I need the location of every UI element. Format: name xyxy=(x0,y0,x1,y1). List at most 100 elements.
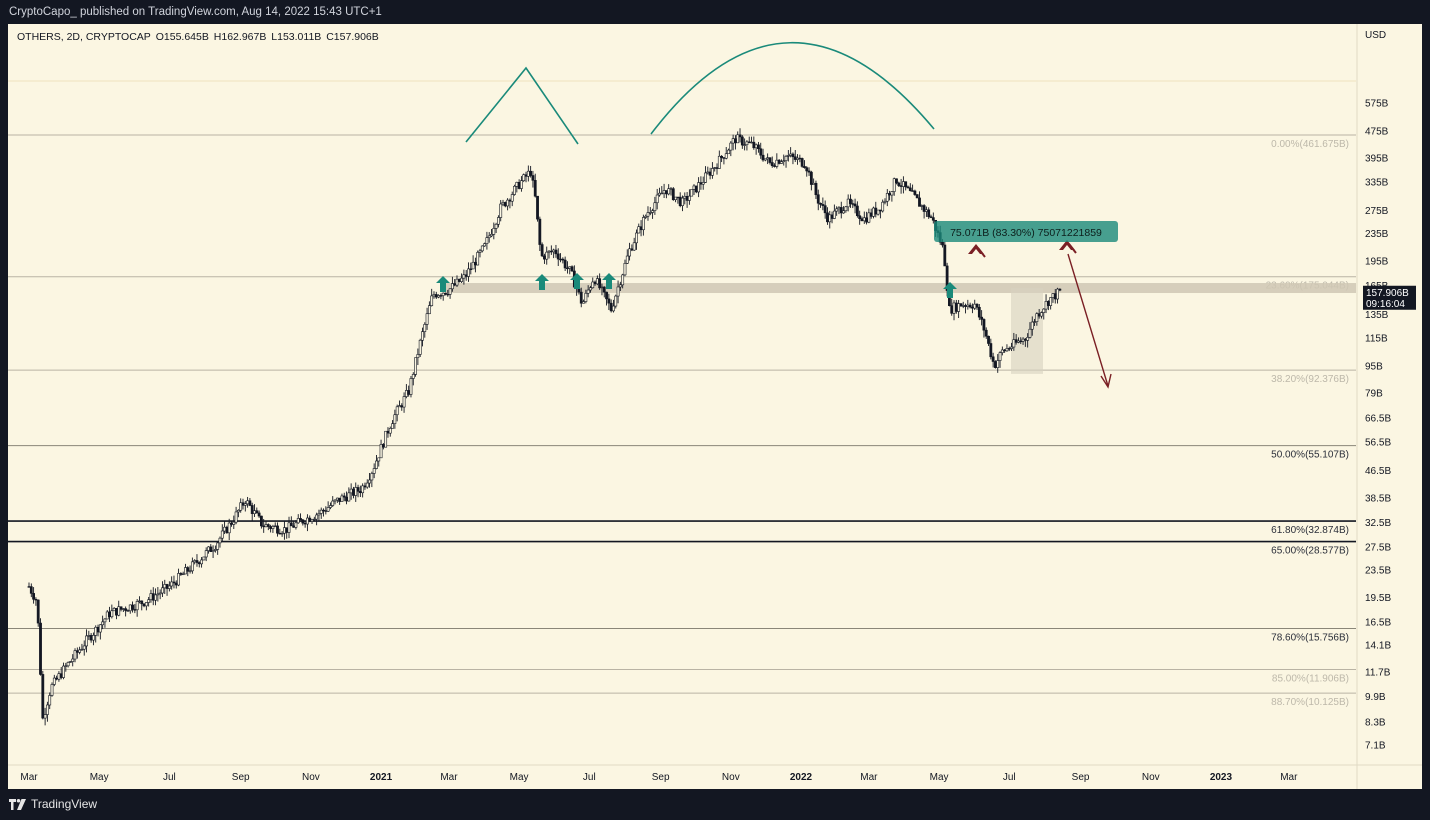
candle-body xyxy=(761,154,765,161)
candle-body xyxy=(209,546,213,552)
candle-body xyxy=(508,199,512,202)
candle-body xyxy=(163,584,167,589)
candle-body xyxy=(108,611,111,618)
candle-body xyxy=(41,674,45,719)
candle-body xyxy=(593,281,597,285)
x-tick-label: May xyxy=(90,772,109,783)
candle-body xyxy=(285,527,289,533)
candle-body xyxy=(64,665,68,667)
candle-body xyxy=(669,188,673,190)
y-tick-label: 11.7B xyxy=(1365,668,1391,679)
candle-body xyxy=(57,673,61,680)
candle-body xyxy=(566,267,569,270)
candle-body xyxy=(430,295,434,306)
candle-body xyxy=(448,288,452,295)
candle-body xyxy=(598,278,602,289)
candle-body xyxy=(747,141,751,143)
candle-body xyxy=(241,502,245,506)
x-tick-label: Mar xyxy=(1280,772,1298,783)
candle-body xyxy=(674,196,677,201)
candle-body xyxy=(823,205,827,214)
candle-body xyxy=(294,522,298,528)
rejection-marker-1 xyxy=(968,244,986,258)
candle-body xyxy=(694,185,698,193)
candle-body xyxy=(998,352,1002,361)
candle-body xyxy=(78,649,82,653)
candle-body xyxy=(554,249,558,255)
candle-body xyxy=(393,414,397,424)
candle-body xyxy=(607,298,611,304)
candle-body xyxy=(971,306,974,309)
candle-body xyxy=(501,202,505,205)
candle-body xyxy=(71,658,75,662)
candle-body xyxy=(184,567,187,575)
candle-body xyxy=(538,218,542,245)
publish-info-bar: CryptoCapo_ published on TradingView.com… xyxy=(0,0,1430,24)
legend-close: C157.906B xyxy=(326,31,379,43)
candle-body xyxy=(759,148,763,156)
candle-body xyxy=(98,624,102,633)
candle-body xyxy=(579,291,583,304)
candle-body xyxy=(188,570,192,572)
candle-body xyxy=(941,241,944,246)
candle-body xyxy=(200,559,203,565)
candle-body xyxy=(140,600,144,605)
candle-body xyxy=(260,515,263,527)
candle-body xyxy=(671,188,675,201)
forecast-arrow-head xyxy=(1100,373,1112,389)
candle-body xyxy=(499,203,503,218)
measure-label: 75.071B (83.30%) 75071221859 xyxy=(950,227,1102,239)
candle-body xyxy=(510,194,514,202)
candle-body xyxy=(798,157,802,160)
price-chart[interactable]: 0.00%(461.675B)23.60%(175.044B)38.20%(92… xyxy=(8,24,1422,789)
candle-body xyxy=(791,153,795,158)
candle-body xyxy=(485,237,489,244)
candle-body xyxy=(987,335,990,344)
candle-body xyxy=(819,202,822,205)
candle-body xyxy=(69,661,72,663)
candle-body xyxy=(897,182,901,186)
candle-body xyxy=(1012,339,1016,348)
candle-body xyxy=(515,181,519,187)
candle-body xyxy=(1030,321,1034,330)
y-tick-label: 19.5B xyxy=(1365,593,1391,604)
candle-body xyxy=(692,185,696,190)
candle-body xyxy=(950,305,954,314)
candle-body xyxy=(391,423,394,429)
x-tick-label: Jul xyxy=(583,772,596,783)
candle-body xyxy=(989,343,993,358)
candle-body xyxy=(973,303,977,309)
candle-body xyxy=(32,593,36,600)
candle-body xyxy=(609,302,613,312)
candle-body xyxy=(172,581,176,584)
candle-body xyxy=(968,304,972,308)
candle-body xyxy=(616,286,620,297)
candle-body xyxy=(370,473,374,481)
x-tick-label: May xyxy=(930,772,949,783)
candle-body xyxy=(333,499,337,502)
candle-body xyxy=(457,278,461,282)
candle-body xyxy=(602,286,606,293)
candle-body xyxy=(524,174,528,177)
candle-body xyxy=(786,155,790,157)
candle-body xyxy=(664,190,668,195)
chart-area[interactable]: 0.00%(461.675B)23.60%(175.044B)38.20%(92… xyxy=(8,24,1422,789)
candle-body xyxy=(195,560,199,563)
candle-body xyxy=(94,626,98,636)
candle-body xyxy=(154,594,157,601)
candle-body xyxy=(411,374,415,379)
y-tick-label: 195B xyxy=(1365,256,1389,267)
candle-body xyxy=(340,495,344,502)
tradingview-logo[interactable]: TradingView xyxy=(9,797,97,811)
candle-body xyxy=(115,607,118,616)
candle-body xyxy=(236,509,240,513)
candle-body xyxy=(966,304,970,307)
candle-body xyxy=(186,567,190,572)
peak-outline xyxy=(465,66,579,145)
support-arrow-4 xyxy=(602,273,616,289)
currency-label: USD xyxy=(1365,30,1386,41)
candle-body xyxy=(34,598,38,601)
price-tag-value: 157.906B xyxy=(1366,288,1409,299)
candle-body xyxy=(96,626,100,633)
x-tick-label: Nov xyxy=(302,772,320,783)
